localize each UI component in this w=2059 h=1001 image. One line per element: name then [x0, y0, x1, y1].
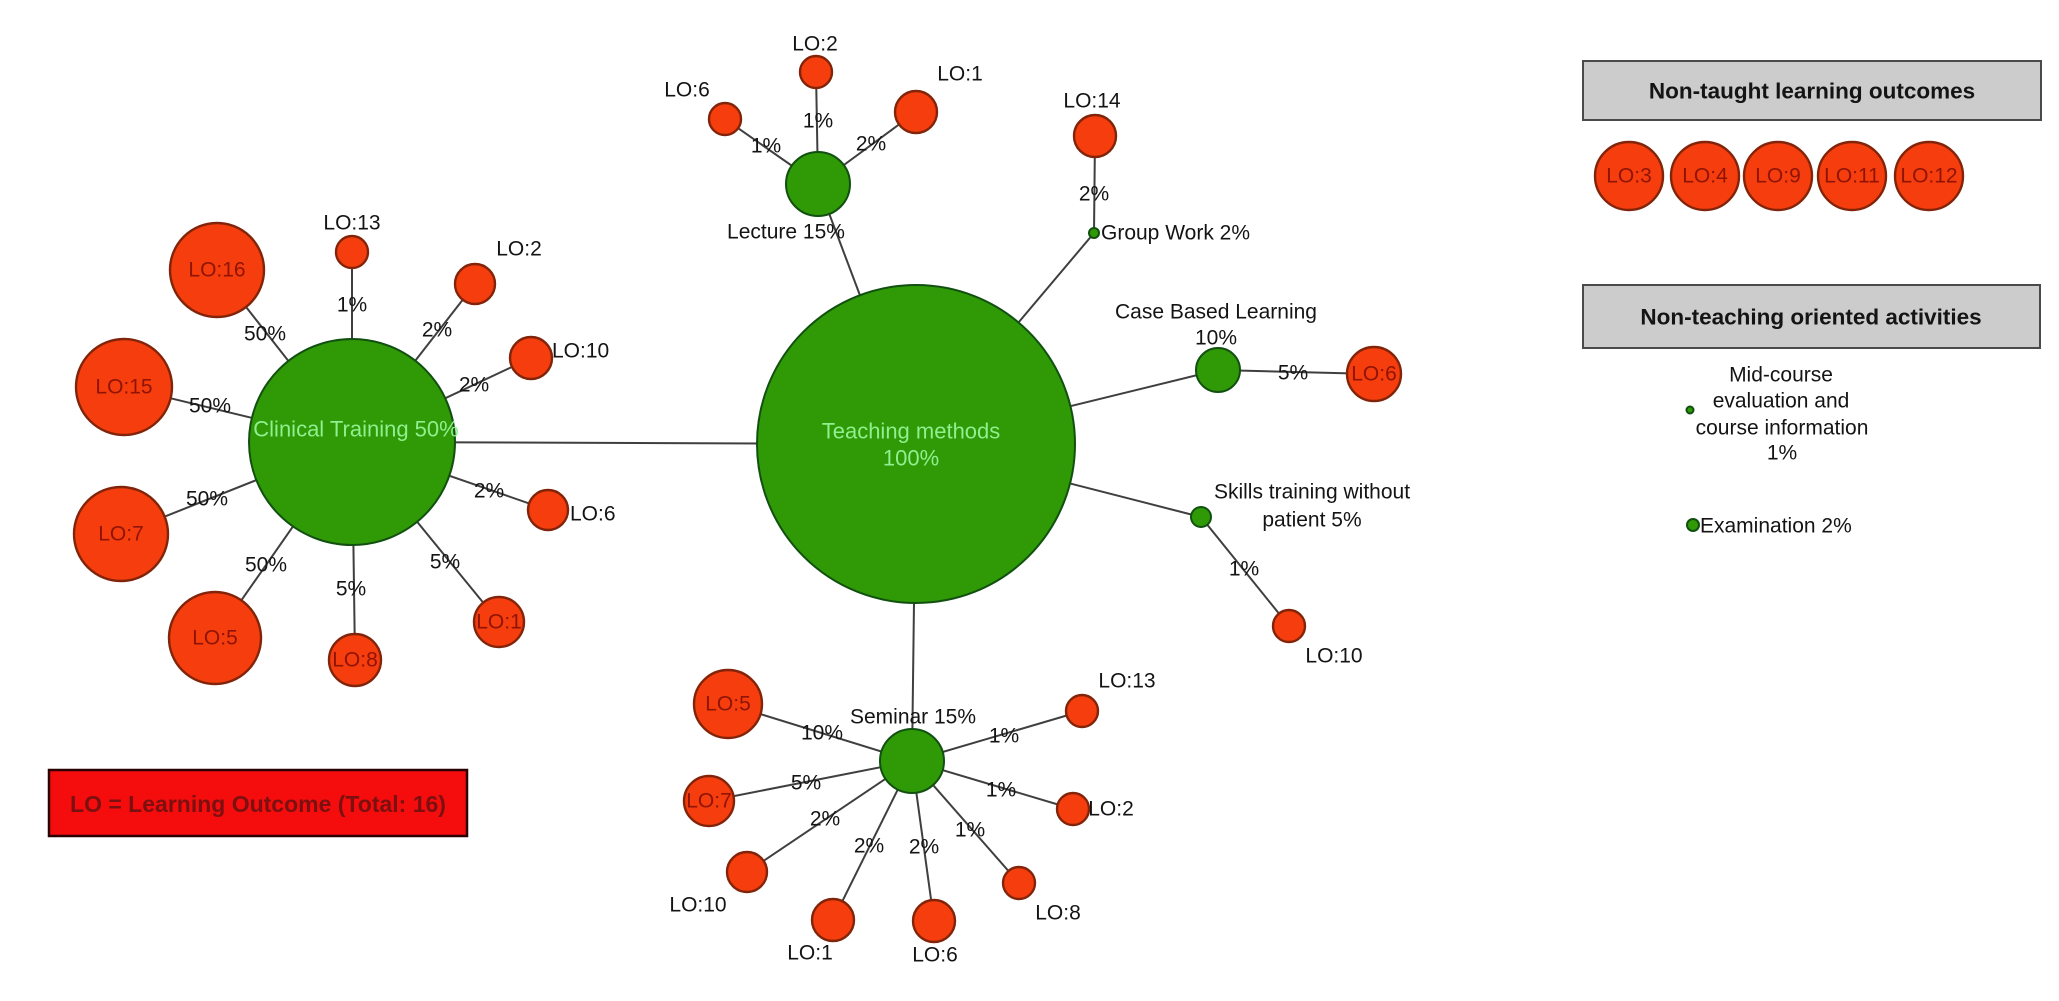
svg-text:Case Based Learning: Case Based Learning — [1115, 301, 1317, 324]
svg-text:10%: 10% — [801, 722, 843, 745]
svg-text:LO:11: LO:11 — [1824, 165, 1880, 188]
svg-text:LO:10: LO:10 — [552, 340, 609, 363]
svg-text:LO = Learning Outcome (Total:: LO = Learning Outcome (Total: 16) — [70, 791, 446, 817]
svg-text:LO:16: LO:16 — [188, 259, 245, 282]
svg-text:Seminar 15%: Seminar 15% — [850, 706, 976, 729]
svg-text:LO:8: LO:8 — [1035, 902, 1081, 925]
svg-text:Teaching methods: Teaching methods — [822, 419, 1001, 444]
svg-text:LO:12: LO:12 — [1900, 165, 1957, 188]
svg-text:1%: 1% — [1229, 558, 1259, 581]
svg-text:Mid-course: Mid-course — [1729, 364, 1833, 387]
svg-text:LO:13: LO:13 — [323, 212, 380, 235]
svg-text:LO:3: LO:3 — [1606, 165, 1652, 188]
svg-text:2%: 2% — [856, 133, 886, 156]
svg-text:Examination 2%: Examination 2% — [1700, 515, 1852, 538]
svg-text:50%: 50% — [244, 323, 286, 346]
svg-text:1%: 1% — [751, 135, 781, 158]
svg-text:LO:2: LO:2 — [1088, 798, 1134, 821]
svg-text:50%: 50% — [189, 395, 231, 418]
svg-text:Group Work 2%: Group Work 2% — [1101, 222, 1250, 245]
svg-text:1%: 1% — [955, 819, 985, 842]
svg-text:evaluation and: evaluation and — [1713, 390, 1850, 413]
svg-text:2%: 2% — [459, 374, 489, 397]
svg-text:LO:6: LO:6 — [570, 503, 616, 526]
svg-text:LO:8: LO:8 — [332, 649, 378, 672]
svg-text:2%: 2% — [422, 319, 452, 342]
svg-text:LO:6: LO:6 — [912, 944, 958, 967]
svg-text:5%: 5% — [336, 578, 366, 601]
svg-text:5%: 5% — [791, 772, 821, 795]
svg-text:1%: 1% — [1767, 442, 1797, 465]
svg-text:2%: 2% — [854, 835, 884, 858]
svg-text:LO:13: LO:13 — [1098, 670, 1155, 693]
svg-text:LO:7: LO:7 — [686, 790, 732, 813]
svg-text:course information: course information — [1696, 417, 1869, 440]
svg-text:Non-taught learning outcomes: Non-taught learning outcomes — [1649, 79, 1975, 104]
svg-text:10%: 10% — [1195, 327, 1237, 350]
svg-text:patient 5%: patient 5% — [1262, 509, 1361, 532]
svg-text:LO:7: LO:7 — [98, 523, 144, 546]
svg-text:5%: 5% — [430, 551, 460, 574]
svg-text:2%: 2% — [474, 480, 504, 503]
svg-text:LO:1: LO:1 — [937, 63, 983, 86]
svg-text:Non-teaching oriented activiti: Non-teaching oriented activities — [1640, 305, 1981, 330]
svg-text:LO:5: LO:5 — [192, 627, 238, 650]
svg-text:50%: 50% — [186, 488, 228, 511]
svg-text:1%: 1% — [337, 294, 367, 317]
svg-text:Skills training without: Skills training without — [1214, 481, 1410, 504]
svg-text:Lecture 15%: Lecture 15% — [727, 221, 845, 244]
svg-text:LO:10: LO:10 — [669, 894, 726, 917]
svg-text:LO:2: LO:2 — [792, 33, 838, 56]
svg-text:LO:1: LO:1 — [787, 942, 833, 965]
svg-text:1%: 1% — [986, 779, 1016, 802]
svg-text:5%: 5% — [1278, 362, 1308, 385]
svg-text:50%: 50% — [245, 554, 287, 577]
svg-text:1%: 1% — [803, 110, 833, 133]
svg-text:LO:14: LO:14 — [1063, 90, 1121, 113]
svg-text:LO:1: LO:1 — [476, 611, 522, 634]
svg-text:100%: 100% — [883, 446, 939, 471]
svg-text:LO:2: LO:2 — [496, 238, 542, 261]
svg-text:Clinical Training 50%: Clinical Training 50% — [253, 417, 458, 442]
svg-text:LO:15: LO:15 — [95, 376, 152, 399]
svg-text:1%: 1% — [989, 725, 1019, 748]
svg-text:LO:6: LO:6 — [1351, 363, 1397, 386]
svg-text:LO:10: LO:10 — [1305, 645, 1362, 668]
svg-text:LO:6: LO:6 — [664, 79, 710, 102]
svg-text:LO:4: LO:4 — [1682, 165, 1728, 188]
svg-text:2%: 2% — [810, 808, 840, 831]
svg-text:LO:5: LO:5 — [705, 693, 751, 716]
svg-text:2%: 2% — [909, 836, 939, 859]
svg-text:2%: 2% — [1079, 183, 1109, 206]
svg-text:LO:9: LO:9 — [1755, 165, 1801, 188]
